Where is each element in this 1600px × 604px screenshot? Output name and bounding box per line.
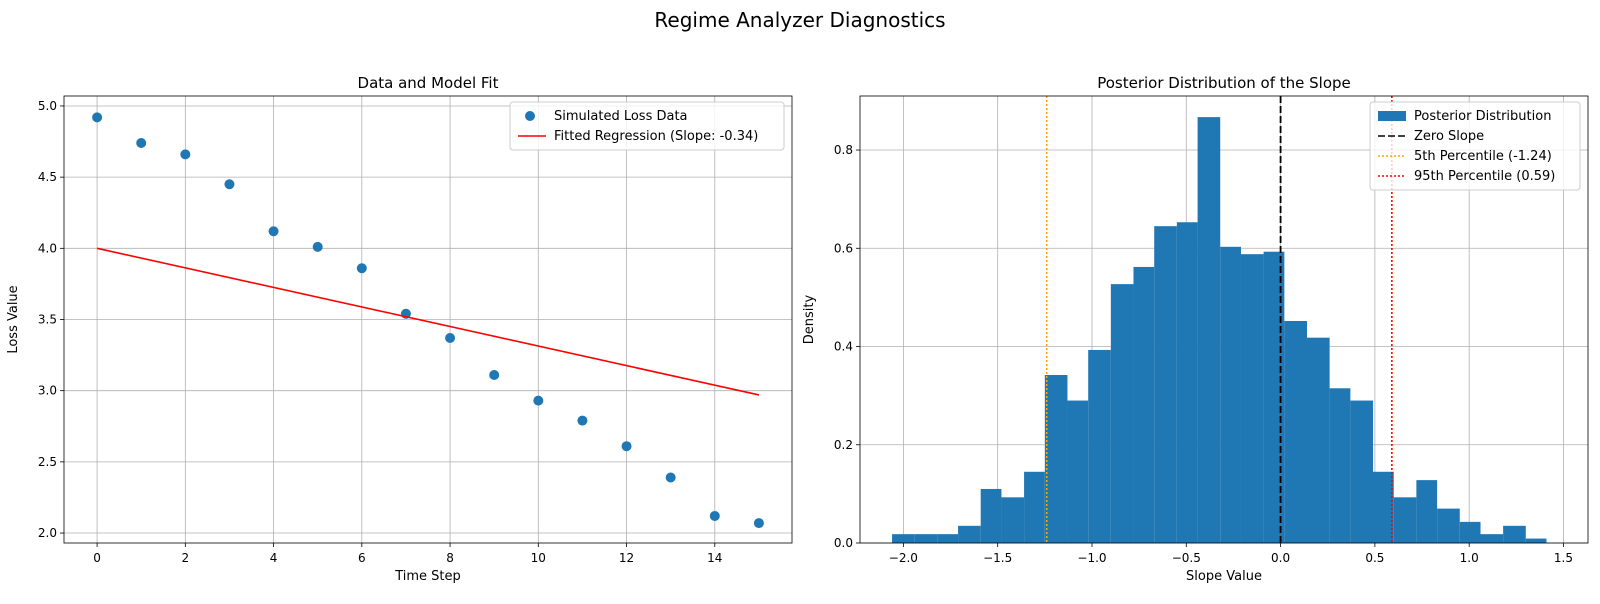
histogram-bar bbox=[1197, 117, 1221, 543]
legend-box bbox=[509, 101, 785, 151]
x-tick-label: 10 bbox=[531, 551, 546, 565]
histogram-bar bbox=[1284, 320, 1307, 543]
histogram-bar bbox=[1176, 222, 1198, 543]
legend-swatch-dot bbox=[525, 111, 535, 121]
legend-swatch-rect bbox=[1378, 111, 1406, 121]
histogram-bar bbox=[1263, 251, 1285, 543]
histogram-bar bbox=[914, 534, 938, 543]
scatter-point bbox=[92, 112, 103, 123]
histogram-bar bbox=[980, 488, 1002, 543]
histogram-bar bbox=[1480, 534, 1504, 543]
scatter-point bbox=[356, 263, 367, 274]
scatter-point bbox=[665, 472, 676, 483]
histogram-bar bbox=[1220, 246, 1241, 544]
y-tick-label: 4.5 bbox=[38, 170, 57, 184]
histogram-bar bbox=[1044, 375, 1068, 543]
y-tick-label: 3.5 bbox=[38, 313, 57, 327]
loss-fit-plot: 0 2 4 6 8 10 12 14 2.0 2.5 3.0 3.5 4.0 4.5 5.0 Time Ste… bbox=[6, 74, 793, 584]
legend-entry: Zero Slope bbox=[1414, 129, 1484, 144]
histogram-bar bbox=[1372, 471, 1394, 543]
y-tick-label: 2.5 bbox=[38, 455, 57, 469]
scatter-point bbox=[753, 518, 764, 529]
x-tick-label: 4 bbox=[270, 551, 278, 565]
x-tick-label: −1.0 bbox=[1077, 551, 1106, 565]
y-tick-label: 0.8 bbox=[834, 143, 853, 157]
histogram-bar bbox=[892, 534, 915, 543]
scatter-point bbox=[224, 179, 235, 190]
histogram-bar bbox=[1154, 226, 1177, 543]
y-tick-label: 2.0 bbox=[38, 526, 57, 540]
x-tick-label: −0.5 bbox=[1172, 551, 1201, 565]
histogram-bar bbox=[1437, 508, 1460, 543]
y-tick-label: 0.0 bbox=[834, 536, 853, 550]
legend-box bbox=[1369, 101, 1581, 191]
histogram-bar bbox=[1525, 538, 1547, 543]
histogram-bar bbox=[1416, 480, 1438, 543]
x-tick-label: 1.5 bbox=[1554, 551, 1573, 565]
histogram-bar bbox=[1393, 497, 1417, 543]
x-tick-label: 0 bbox=[93, 551, 101, 565]
y-tick-label: 4.0 bbox=[38, 241, 57, 255]
x-axis-label: Slope Value bbox=[1186, 569, 1262, 584]
x-tick-label: 0.0 bbox=[1271, 551, 1290, 565]
histogram-bar bbox=[1110, 284, 1134, 543]
y-tick-label: 5.0 bbox=[38, 99, 57, 113]
histogram-bar bbox=[958, 525, 981, 543]
scatter-point bbox=[445, 333, 456, 344]
chart-title: Posterior Distribution of the Slope bbox=[1097, 74, 1351, 92]
x-tick-label: 12 bbox=[619, 551, 634, 565]
slope-posterior-plot: −2.0 −1.5 −1.0 −0.5 0.0 0.5 1.0 1.5 0.0 0.2 0.4 0.6… bbox=[802, 74, 1589, 584]
histogram-bar bbox=[1024, 471, 1045, 543]
chart-title: Data and Model Fit bbox=[358, 74, 499, 92]
regression-line bbox=[96, 247, 760, 396]
scatter-point bbox=[180, 149, 191, 160]
y-tick-label: 3.0 bbox=[38, 384, 57, 398]
y-axis-label: Density bbox=[802, 294, 817, 344]
x-tick-label: 6 bbox=[358, 551, 366, 565]
scatter-point bbox=[577, 415, 588, 426]
plot-frame bbox=[63, 95, 793, 544]
plot-frame bbox=[859, 95, 1589, 544]
y-tick-label: 0.6 bbox=[834, 241, 853, 255]
y-axis-label: Loss Value bbox=[6, 285, 21, 353]
legend-entry: 5th Percentile (-1.24) bbox=[1414, 149, 1552, 164]
figure-suptitle: Regime Analyzer Diagnostics bbox=[654, 8, 945, 32]
legend-entry: Posterior Distribution bbox=[1414, 109, 1551, 124]
scatter-point bbox=[268, 226, 279, 237]
histogram-bar bbox=[1133, 266, 1155, 543]
histogram-bar bbox=[1503, 525, 1526, 543]
x-tick-label: 8 bbox=[446, 551, 454, 565]
histogram-bar bbox=[1459, 521, 1481, 543]
scatter-point bbox=[533, 395, 544, 406]
legend-entry: 95th Percentile (0.59) bbox=[1414, 169, 1555, 184]
histogram-bar bbox=[1329, 388, 1351, 543]
scatter-point bbox=[489, 370, 500, 381]
histogram-bar bbox=[1088, 349, 1111, 543]
histogram-bar bbox=[1001, 497, 1025, 543]
x-tick-label: 2 bbox=[182, 551, 190, 565]
histogram-bar bbox=[937, 534, 959, 543]
y-tick-label: 0.4 bbox=[834, 340, 853, 354]
scatter-point bbox=[312, 241, 323, 252]
legend-entry: Simulated Loss Data bbox=[554, 109, 688, 124]
histogram-bar bbox=[1067, 400, 1089, 543]
histogram-bar bbox=[1306, 337, 1330, 543]
histogram-bar bbox=[1240, 254, 1264, 543]
scatter-point bbox=[136, 137, 147, 148]
x-tick-label: 14 bbox=[707, 551, 722, 565]
x-tick-label: −1.5 bbox=[983, 551, 1012, 565]
x-tick-label: −2.0 bbox=[889, 551, 918, 565]
x-tick-label: 0.5 bbox=[1365, 551, 1384, 565]
x-tick-label: 1.0 bbox=[1460, 551, 1479, 565]
scatter-point bbox=[709, 510, 720, 521]
legend-entry: Fitted Regression (Slope: -0.34) bbox=[554, 129, 758, 144]
histogram-bar bbox=[1350, 400, 1373, 543]
y-tick-label: 0.2 bbox=[834, 438, 853, 452]
scatter-point bbox=[621, 441, 632, 452]
x-axis-label: Time Step bbox=[394, 569, 461, 584]
